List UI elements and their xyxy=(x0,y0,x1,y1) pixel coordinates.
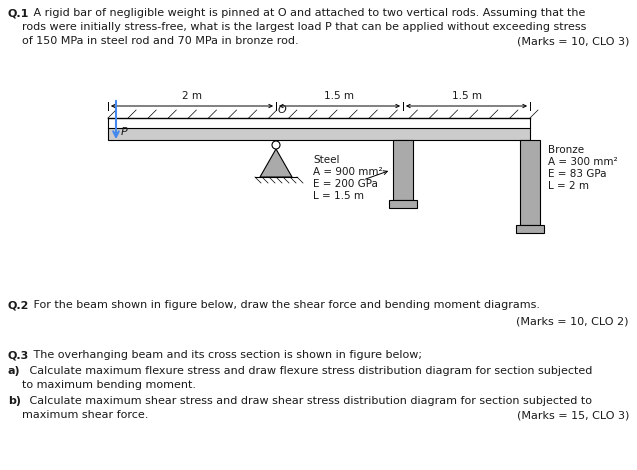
Text: 1.5 m: 1.5 m xyxy=(324,91,355,101)
Text: A rigid bar of negligible weight is pinned at O and attached to two vertical rod: A rigid bar of negligible weight is pinn… xyxy=(30,8,585,18)
Text: of 150 MPa in steel rod and 70 MPa in bronze rod.: of 150 MPa in steel rod and 70 MPa in br… xyxy=(22,36,299,46)
Text: E = 200 GPa: E = 200 GPa xyxy=(313,179,378,189)
Text: a): a) xyxy=(8,366,20,376)
Bar xyxy=(516,225,544,233)
Text: A = 900 mm²: A = 900 mm² xyxy=(313,167,383,177)
Text: Steel: Steel xyxy=(313,155,340,165)
Text: Q.2: Q.2 xyxy=(8,300,29,310)
Text: L = 2 m: L = 2 m xyxy=(548,181,589,191)
Text: (Marks = 15, CLO 3): (Marks = 15, CLO 3) xyxy=(517,410,629,420)
Text: 1.5 m: 1.5 m xyxy=(452,91,482,101)
Text: Calculate maximum flexure stress and draw flexure stress distribution diagram fo: Calculate maximum flexure stress and dra… xyxy=(26,366,592,376)
Text: Calculate maximum shear stress and draw shear stress distribution diagram for se: Calculate maximum shear stress and draw … xyxy=(26,396,592,406)
Text: (Marks = 10, CLO 2): (Marks = 10, CLO 2) xyxy=(517,316,629,326)
Text: rods were initially stress-free, what is the largest load P that can be applied : rods were initially stress-free, what is… xyxy=(22,22,587,32)
Text: P: P xyxy=(121,127,128,137)
Text: maximum shear force.: maximum shear force. xyxy=(22,410,148,420)
Bar xyxy=(389,200,417,208)
Text: For the beam shown in figure below, draw the shear force and bending moment diag: For the beam shown in figure below, draw… xyxy=(30,300,540,310)
Text: 2 m: 2 m xyxy=(182,91,202,101)
Text: Q.3: Q.3 xyxy=(8,350,29,360)
Text: b): b) xyxy=(8,396,21,406)
Bar xyxy=(393,140,413,200)
Text: (Marks = 10, CLO 3): (Marks = 10, CLO 3) xyxy=(517,36,629,46)
Text: Bronze: Bronze xyxy=(548,145,584,155)
Text: A = 300 mm²: A = 300 mm² xyxy=(548,157,618,167)
Text: Q.1: Q.1 xyxy=(8,8,29,18)
Text: E = 83 GPa: E = 83 GPa xyxy=(548,169,606,179)
Polygon shape xyxy=(260,149,292,177)
Text: to maximum bending moment.: to maximum bending moment. xyxy=(22,380,196,390)
Text: L = 1.5 m: L = 1.5 m xyxy=(313,191,364,201)
Text: The overhanging beam and its cross section is shown in figure below;: The overhanging beam and its cross secti… xyxy=(30,350,422,360)
Text: O: O xyxy=(278,105,287,115)
Bar xyxy=(520,140,540,225)
Bar xyxy=(108,128,530,140)
Circle shape xyxy=(272,141,280,149)
